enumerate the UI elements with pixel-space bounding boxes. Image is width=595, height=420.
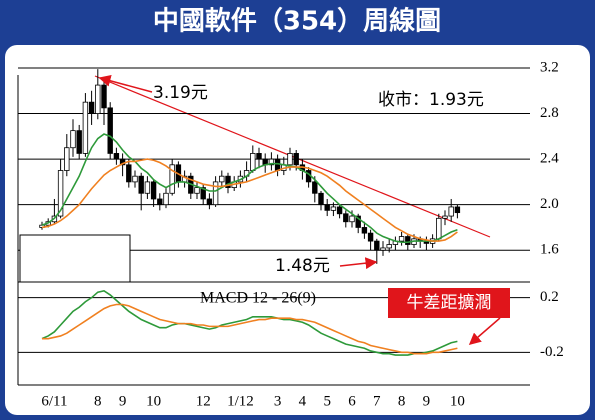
macd-title: MACD 12 - 26(9) [200, 290, 316, 307]
candle-body [386, 244, 392, 249]
x-tick-label: 3 [274, 393, 282, 409]
candle-body [119, 158, 126, 166]
candle-body [107, 107, 113, 154]
candle-body [293, 153, 299, 166]
candle-body [219, 175, 225, 183]
x-tick-label: 7 [373, 393, 381, 409]
candle-body [206, 198, 213, 206]
candle-body [132, 175, 138, 183]
x-tick-label: 12 [196, 393, 211, 409]
x-tick-label: 1/12 [227, 393, 254, 409]
candle-body [150, 181, 157, 200]
candle-body [398, 236, 405, 242]
candle-body [113, 153, 120, 160]
candle-body [163, 192, 169, 206]
candle-body [57, 170, 64, 217]
x-tick-label: 6/11 [41, 393, 67, 409]
panel [5, 45, 590, 415]
candle-body [82, 101, 89, 154]
y-tick-label: 0.2 [540, 289, 559, 305]
candle-body [324, 204, 330, 211]
x-tick-label: 8 [94, 393, 102, 409]
candle-body [330, 206, 337, 211]
x-tick-label: 6 [348, 393, 356, 409]
x-tick-label: 9 [119, 393, 127, 409]
callout-text: 牛差距擴濶 [407, 293, 492, 313]
series-line [41, 289, 458, 356]
candle-body [76, 130, 82, 154]
candle-body [380, 247, 386, 251]
candle-body [287, 153, 293, 166]
candle-body [250, 153, 256, 171]
candle-body [361, 227, 368, 234]
y-tick-label: 2.8 [540, 105, 559, 121]
close-annotation: 收市：1.93元 [378, 90, 484, 110]
candle-body [144, 181, 151, 194]
series-line [41, 158, 458, 242]
candle-body [355, 215, 361, 228]
y-tick-label: 2.4 [540, 151, 559, 167]
x-tick-label: 5 [323, 393, 331, 409]
candle-body [256, 153, 262, 160]
arrow [339, 257, 378, 270]
low-annotation: 1.48元 [275, 256, 330, 276]
arrow [468, 317, 501, 345]
candle-body [194, 187, 200, 194]
legend [19, 234, 131, 283]
y-tick-label: -0.2 [540, 344, 564, 360]
candle-body [101, 84, 107, 109]
series-line [41, 133, 458, 244]
candle-body [225, 175, 231, 188]
y-tick-label: 2.0 [540, 196, 559, 212]
candle-body [138, 175, 144, 194]
candle-body [95, 84, 101, 114]
candle-body [169, 164, 175, 194]
candle-body [212, 181, 219, 206]
candle-body [336, 206, 343, 215]
candle-body [126, 164, 132, 183]
series-line [42, 303, 458, 355]
candle-body [64, 147, 70, 171]
candle-body [349, 215, 355, 223]
candle-body [312, 181, 318, 194]
y-tick-label: 3.2 [540, 59, 559, 75]
high-annotation: 3.19元 [153, 83, 208, 103]
candle-body [436, 217, 442, 240]
candle-body [200, 187, 206, 200]
x-tick-label: 8 [398, 393, 406, 409]
chart-title: 中國軟件（354）周線圖 [153, 6, 441, 37]
candle-body [442, 215, 448, 219]
x-tick-label: 10 [450, 393, 465, 409]
candle-body [268, 158, 275, 166]
candle-body [88, 101, 95, 114]
candle-body [454, 206, 461, 214]
candle-body [448, 206, 454, 217]
candle-body [343, 213, 349, 223]
candle-body [374, 240, 380, 251]
candle-body [157, 198, 163, 206]
x-tick-label: 10 [146, 393, 161, 409]
candle-body [274, 158, 281, 171]
x-tick-label: 9 [423, 393, 431, 409]
y-tick-label: 1.6 [540, 242, 559, 258]
arrow [98, 74, 153, 93]
candle-body [318, 192, 324, 206]
candle-body [70, 130, 76, 149]
candle-body [367, 232, 374, 242]
x-tick-label: 4 [299, 393, 307, 409]
callout-box [388, 288, 510, 318]
candle-body [405, 236, 411, 245]
